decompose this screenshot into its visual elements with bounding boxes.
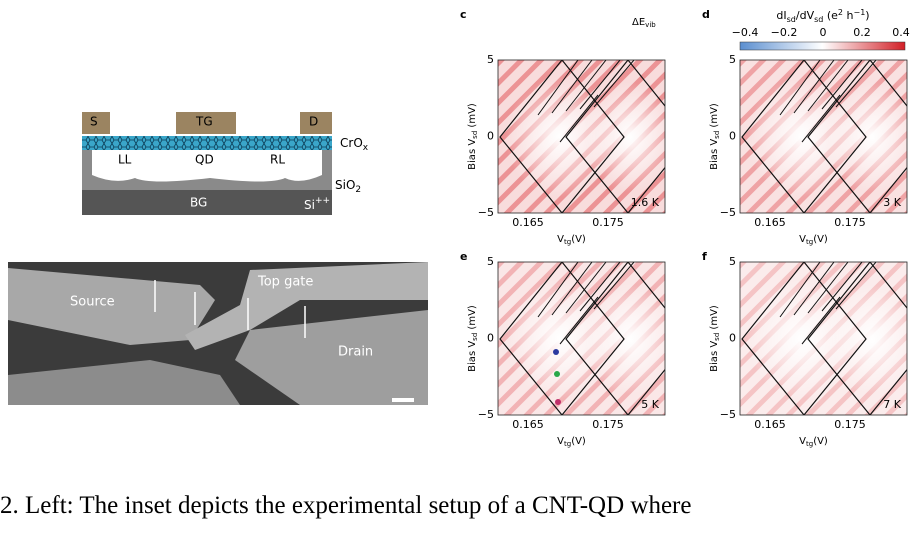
x-tick-label: 0.165: [512, 418, 544, 431]
heatmap-center: [585, 82, 675, 192]
y-tick-label: 5: [729, 255, 736, 268]
x-tick-label: 0.175: [592, 418, 624, 431]
y-tick-label: −5: [720, 408, 736, 421]
heatmap-center: [827, 284, 917, 394]
temperature: 7 K: [883, 398, 901, 411]
panel-letter: d: [702, 8, 710, 21]
annotation-delta-e: ΔEvib: [632, 17, 656, 29]
marker: [553, 349, 559, 355]
label-rl: RL: [270, 153, 285, 167]
y-tick-label: −5: [720, 206, 736, 219]
y-tick-label: 0: [729, 332, 736, 345]
y-axis-label: Bias Vsd (mV): [709, 103, 721, 170]
x-axis-label: Vtg(V): [557, 234, 586, 246]
marker: [554, 371, 560, 377]
label-drain: Drain: [338, 345, 373, 360]
colorbar-tick-label: 0: [820, 26, 827, 39]
figure: S TG D CrOx LL QD RL SiO2 BG Si++ Source…: [0, 0, 920, 490]
schematic: S TG D CrOx LL QD RL SiO2 BG Si++: [82, 112, 369, 215]
label-source: Source: [70, 295, 115, 310]
label-sio2: SiO2: [335, 178, 361, 195]
label-bg: BG: [190, 196, 207, 210]
colorbar: dIsd/dVsd (e2 h−1) −0.4 −0.2 0 0.2 0.4: [732, 8, 910, 51]
y-tick-label: 5: [487, 53, 494, 66]
colorbar-tick-label: −0.2: [771, 26, 798, 39]
x-tick-label: 0.165: [512, 216, 544, 229]
x-axis-label: Vtg(V): [799, 234, 828, 246]
label-qd: QD: [195, 153, 214, 167]
x-axis-label: Vtg(V): [799, 436, 828, 448]
y-tick-label: 0: [729, 130, 736, 143]
label-tg: TG: [195, 115, 213, 129]
marker: [555, 399, 561, 405]
heatmap-center: [827, 82, 917, 192]
panel: e 5 K 5 0 −5 0.165 0.175 Bias Vsd (mV) Vtg(V): [460, 250, 690, 448]
heatmap-center: [585, 284, 675, 394]
sem-image: Source Top gate Drain: [8, 262, 428, 405]
temperature: 3 K: [883, 196, 901, 209]
colorbar-tick-label: 0.2: [853, 26, 871, 39]
figure-page: S TG D CrOx LL QD RL SiO2 BG Si++ Source…: [0, 0, 920, 536]
x-tick-label: 0.165: [754, 418, 786, 431]
y-tick-label: 5: [487, 255, 494, 268]
colorbar-tick-label: 0.4: [892, 26, 910, 39]
y-axis-label: Bias Vsd (mV): [467, 305, 479, 372]
y-tick-label: 0: [487, 130, 494, 143]
x-tick-label: 0.175: [834, 216, 866, 229]
caption: 2. Left: The inset depicts the experimen…: [0, 492, 920, 520]
y-tick-label: 0: [487, 332, 494, 345]
colorbar-tick-label: −0.4: [732, 26, 759, 39]
x-tick-label: 0.175: [834, 418, 866, 431]
colorbar-label: dIsd/dVsd (e2 h−1): [776, 8, 869, 24]
label-crox: CrOx: [340, 136, 369, 153]
panel: f 7 K 5 0 −5 0.165 0.175 Bias Vsd (mV) Vtg(V): [702, 250, 920, 448]
x-tick-label: 0.165: [754, 216, 786, 229]
y-axis-label: Bias Vsd (mV): [467, 103, 479, 170]
temperature: 5 K: [641, 398, 659, 411]
x-axis-label: Vtg(V): [557, 436, 586, 448]
y-tick-label: −5: [478, 408, 494, 421]
label-top-gate: Top gate: [257, 275, 313, 290]
panel-letter: c: [460, 8, 467, 21]
label-ll: LL: [118, 153, 132, 167]
panel-letter: f: [702, 250, 707, 263]
y-tick-label: −5: [478, 206, 494, 219]
panel-letter: e: [460, 250, 467, 263]
temperature: 1.6 K: [631, 196, 660, 209]
label-s: S: [90, 115, 98, 129]
panel: c 1.6 K 5 0 −5 0.165 0.175 Bias Vsd (mV) Vtg(V): [460, 8, 690, 246]
y-axis-label: Bias Vsd (mV): [709, 305, 721, 372]
x-tick-label: 0.175: [592, 216, 624, 229]
y-tick-label: 5: [729, 53, 736, 66]
label-d: D: [309, 115, 318, 129]
